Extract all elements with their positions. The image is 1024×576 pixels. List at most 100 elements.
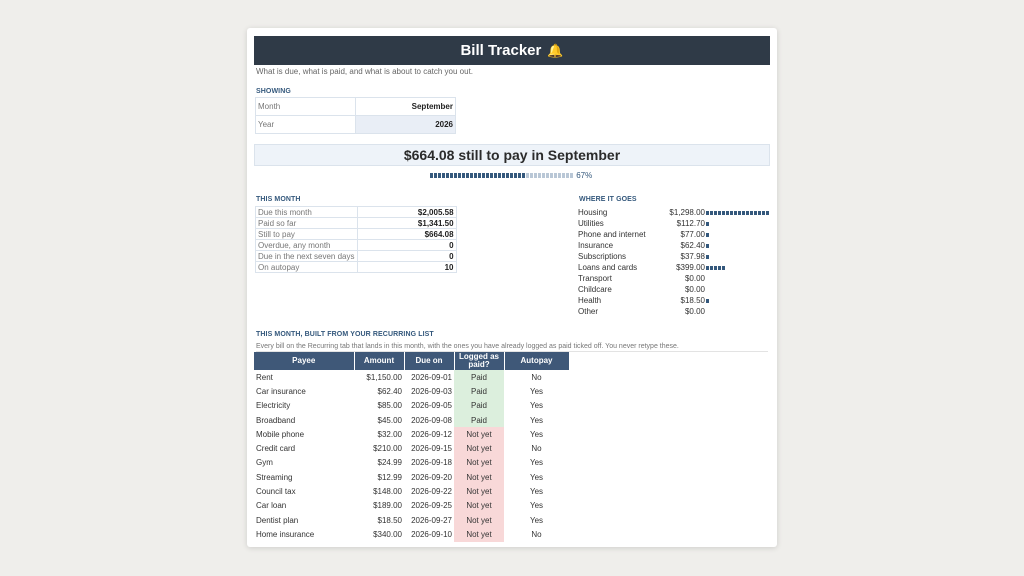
category-label: Insurance <box>578 241 614 250</box>
where-it-goes-row: Loans and cards $399.00 <box>578 263 773 274</box>
bill-amount: $1,150.00 <box>366 372 402 382</box>
bill-amount: $62.40 <box>377 386 402 396</box>
bill-autopay: Yes <box>529 458 544 468</box>
bill-payee: Credit card <box>256 444 296 454</box>
bill-payee: Car loan <box>256 501 287 511</box>
bill-payee: Mobile phone <box>256 429 305 439</box>
payment-progress: 67% <box>430 171 592 180</box>
bill-payee: Council tax <box>256 487 296 497</box>
this-month-table: Due this month $2,005.58 Paid so far $1,34… <box>255 206 457 273</box>
bill-autopay: No <box>531 529 542 539</box>
category-label: Utilities <box>578 219 604 228</box>
showing-row-year: Year 2026 <box>255 115 456 134</box>
bill-due-date: 2026-09-15 <box>411 444 452 454</box>
progress-bar-fill <box>430 173 526 179</box>
bill-due-date: 2026-09-20 <box>411 472 452 482</box>
bill-paid-status[interactable]: Paid <box>454 398 504 413</box>
title-bar: Bill Tracker 🔔 <box>254 36 770 65</box>
bill-payee: Streaming <box>256 472 293 482</box>
bill-autopay: Yes <box>529 386 544 396</box>
where-it-goes-row: Health $18.50 <box>578 296 773 307</box>
bill-payee: Broadband <box>256 415 296 425</box>
showing-section-label: SHOWING <box>256 88 291 95</box>
bill-due-date: 2026-09-01 <box>411 372 452 382</box>
bill-payee: Home insurance <box>256 529 315 539</box>
category-bar <box>706 299 710 303</box>
col-logged-as-paid: Logged as paid? <box>454 352 505 370</box>
bill-autopay: No <box>531 444 542 454</box>
category-amount: $1,298.00 <box>669 208 705 217</box>
summary-value: 0 <box>356 239 457 251</box>
bills-header-row: Payee Amount Due on Logged as paid? Auto… <box>254 352 570 370</box>
progress-percent: 67% <box>576 171 593 180</box>
bill-row: Credit card $210.00 2026-09-15 Not yet No <box>254 441 569 456</box>
bill-paid-status[interactable]: Not yet <box>454 441 504 456</box>
bill-autopay: Yes <box>529 429 544 439</box>
where-it-goes-row: Other $0.00 <box>578 307 773 318</box>
bill-payee: Car insurance <box>256 386 306 396</box>
summary-row: Due in the next seven days 0 <box>255 250 457 262</box>
category-amount: $18.50 <box>680 296 705 305</box>
category-label: Subscriptions <box>578 252 627 261</box>
where-it-goes-row: Transport $0.00 <box>578 274 773 285</box>
category-amount: $62.40 <box>680 241 705 250</box>
bill-row: Broadband $45.00 2026-09-08 Paid Yes <box>254 412 569 428</box>
bill-paid-status[interactable]: Not yet <box>454 427 504 442</box>
summary-value: $1,341.50 <box>356 217 457 229</box>
where-it-goes-row: Housing $1,298.00 <box>578 208 773 219</box>
summary-value: 10 <box>356 261 457 273</box>
summary-key: Due in the next seven days <box>255 250 358 262</box>
category-label: Other <box>578 307 599 316</box>
bill-paid-status[interactable]: Paid <box>454 370 504 385</box>
summary-value: 0 <box>356 250 457 262</box>
bill-paid-status[interactable]: Not yet <box>454 484 504 499</box>
where-it-goes-row: Insurance $62.40 <box>578 241 773 252</box>
where-it-goes-section-label: WHERE IT GOES <box>579 196 637 203</box>
category-amount: $399.00 <box>676 263 705 272</box>
bill-due-date: 2026-09-08 <box>411 415 452 425</box>
category-amount: $0.00 <box>684 274 705 283</box>
bill-due-date: 2026-09-05 <box>411 401 452 411</box>
bill-amount: $18.50 <box>377 515 402 525</box>
col-payee: Payee <box>254 352 355 370</box>
bill-row: Car loan $189.00 2026-09-25 Not yet Yes <box>254 498 569 513</box>
bill-paid-status[interactable]: Paid <box>454 412 504 428</box>
page-title: Bill Tracker <box>460 42 542 59</box>
bill-payee: Electricity <box>256 401 291 411</box>
summary-row: Due this month $2,005.58 <box>255 206 457 218</box>
bill-amount: $189.00 <box>373 501 402 511</box>
bill-due-date: 2026-09-27 <box>411 515 452 525</box>
bill-paid-status[interactable]: Not yet <box>454 498 504 513</box>
category-label: Childcare <box>578 285 612 294</box>
category-amount: $0.00 <box>684 307 705 316</box>
year-label: Year <box>255 115 356 134</box>
month-select[interactable]: September <box>355 97 456 116</box>
bill-paid-status[interactable]: Not yet <box>454 512 504 528</box>
bill-autopay: Yes <box>529 415 544 425</box>
bill-due-date: 2026-09-18 <box>411 458 452 468</box>
bill-row: Car insurance $62.40 2026-09-03 Paid Yes <box>254 384 569 399</box>
list-note: Every bill on the Recurring tab that lan… <box>256 343 768 352</box>
year-input[interactable]: 2026 <box>355 115 456 134</box>
bills-table: Payee Amount Due on Logged as paid? Auto… <box>254 352 570 542</box>
bill-amount: $85.00 <box>377 401 402 411</box>
list-section-label: THIS MONTH, BUILT FROM YOUR RECURRING LI… <box>256 331 434 338</box>
category-label: Transport <box>578 274 612 283</box>
bill-due-date: 2026-09-25 <box>411 501 452 511</box>
summary-key: On autopay <box>255 261 358 273</box>
col-due-on: Due on <box>404 352 455 370</box>
where-it-goes-row: Utilities $112.70 <box>578 219 773 230</box>
bill-paid-status[interactable]: Not yet <box>454 470 504 485</box>
bill-paid-status[interactable]: Paid <box>454 384 504 399</box>
summary-row: Paid so far $1,341.50 <box>255 217 457 229</box>
summary-key: Due this month <box>255 206 358 218</box>
where-it-goes-row: Subscriptions $37.98 <box>578 252 773 263</box>
bill-paid-status[interactable]: Not yet <box>454 527 504 542</box>
bill-amount: $32.00 <box>377 429 402 439</box>
where-it-goes-list: Housing $1,298.00 Utilities $112.70 Phone an… <box>578 208 773 318</box>
summary-row: On autopay 10 <box>255 261 457 273</box>
summary-key: Still to pay <box>255 228 358 240</box>
bill-amount: $24.99 <box>377 458 402 468</box>
bill-paid-status[interactable]: Not yet <box>454 455 504 471</box>
progress-bar-empty <box>526 173 574 179</box>
